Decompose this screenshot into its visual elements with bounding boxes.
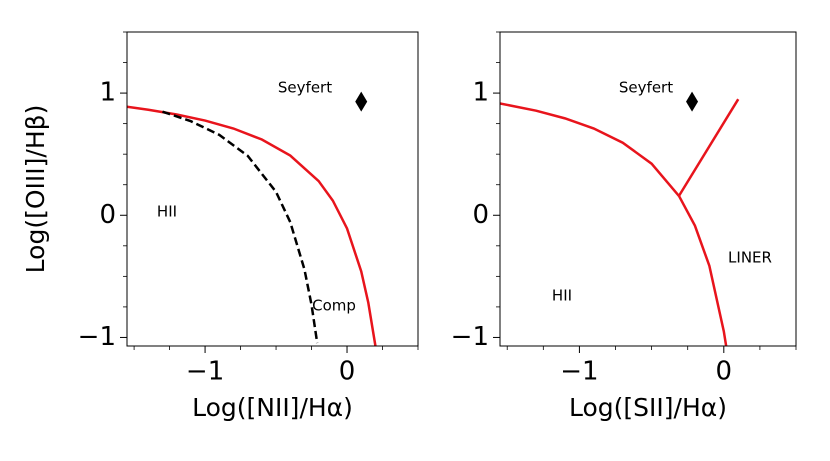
x-tick-label: 0	[716, 357, 733, 387]
y-tick-label: 0	[472, 200, 489, 230]
plot-area	[500, 98, 740, 346]
region-label: Comp	[312, 297, 356, 315]
y-tick-label: 1	[99, 78, 116, 108]
x-tick-label: −1	[560, 357, 598, 387]
x-axis-label: Log([NII]/Hα)	[192, 393, 353, 422]
region-label: HII	[157, 203, 177, 221]
y-tick-label: −1	[78, 322, 116, 352]
dashed-curve	[162, 110, 319, 344]
y-tick-label: 1	[472, 78, 489, 108]
x-tick-label: −1	[186, 357, 224, 387]
y-tick-label: −1	[451, 322, 489, 352]
x-tick-label: 0	[339, 357, 356, 387]
region-label: LINER	[728, 249, 772, 267]
region-label: HII	[552, 287, 572, 305]
curve	[677, 98, 740, 197]
x-axis-label: Log([SII]/Hα)	[569, 393, 727, 422]
plot-area	[127, 105, 377, 346]
y-tick-label: 0	[99, 200, 116, 230]
region-label: Seyfert	[619, 79, 673, 97]
axes-frame	[499, 31, 797, 347]
point	[355, 91, 368, 112]
y-axis-label: Log([OIII]/Hβ)	[21, 105, 50, 274]
curve	[500, 102, 728, 346]
axes-frame	[126, 31, 419, 347]
curve	[127, 105, 377, 346]
region-label: Seyfert	[278, 79, 332, 97]
point	[686, 91, 699, 112]
